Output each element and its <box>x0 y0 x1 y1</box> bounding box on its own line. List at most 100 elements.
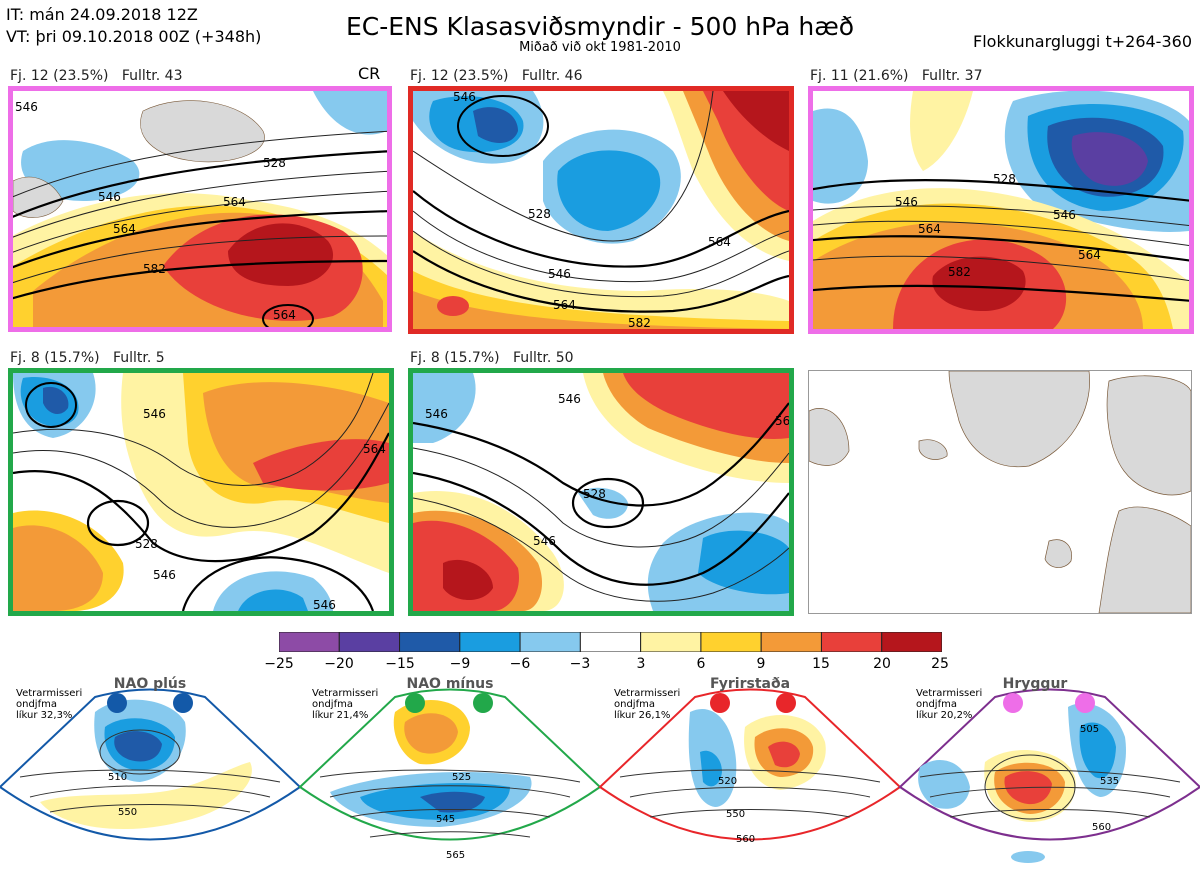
colorbar-tick: −25 <box>264 656 294 672</box>
regime-note-line: Vetrarmisseri <box>16 688 83 699</box>
colorbar-swatch <box>640 631 702 653</box>
colorbar-tick: 15 <box>812 656 830 672</box>
cluster-map-1: 546 528 546 564 564 582 564 <box>8 86 392 332</box>
colorbar-swatch <box>579 631 642 653</box>
contour-label: 546 <box>558 392 581 406</box>
panel-4-label: Fj. 8 (15.7%) Fulltr. 5 <box>10 350 165 366</box>
contour-label: 546 <box>548 267 571 281</box>
regime-nao-plus: 510 550 <box>0 688 302 841</box>
colorbar-tick: 6 <box>696 656 706 672</box>
regime-contour: 520 <box>718 776 737 787</box>
regime-note-line: líkur 20,2% <box>916 710 973 721</box>
colorbar-tick: −15 <box>385 656 415 672</box>
contour-label: 564 <box>553 298 576 312</box>
colorbar-swatch <box>338 631 401 653</box>
contour-label: 546 <box>895 195 918 209</box>
colorbar-tick: 3 <box>636 656 646 672</box>
contour-label: 546 <box>453 91 476 104</box>
regime-contour: 505 <box>1080 724 1099 735</box>
regime-note-line: líkur 26,1% <box>614 710 671 721</box>
regime-note-line: ondjfma <box>312 699 353 710</box>
colorbar-tick: −20 <box>324 656 354 672</box>
cluster-map-2: 528 546 564 546 564 582 <box>408 86 794 334</box>
regime-contour: 510 <box>108 772 127 783</box>
regime-note-line: Vetrarmisseri <box>614 688 681 699</box>
panel-3-label: Fj. 11 (21.6%) Fulltr. 37 <box>810 68 983 84</box>
contour-label: 546 <box>143 407 166 421</box>
contour-label: 528 <box>263 156 286 170</box>
regime-nao-minus: 525 545 565 <box>298 688 602 861</box>
page-subtitle: Miðað við okt 1981-2010 <box>519 40 681 55</box>
cluster-map-3: 528 546 564 546 564 582 <box>808 86 1194 334</box>
regime-note-nao-plus: Vetrarmisseri ondjfma líkur 32,3% <box>16 688 82 721</box>
regime-note-line: ondjfma <box>614 699 655 710</box>
colorbar-swatch <box>278 631 340 653</box>
colorbar-tick: −9 <box>449 656 471 672</box>
regime-contour: 565 <box>446 850 465 861</box>
contour-label: 546 <box>313 598 336 611</box>
initial-time: IT: mán 24.09.2018 12Z <box>6 5 198 24</box>
regime-contour: 535 <box>1100 776 1119 787</box>
regime-note-blocking: Vetrarmisseri ondjfma líkur 26,1% <box>614 688 680 721</box>
colorbar-swatch <box>700 631 762 653</box>
regime-note-line: ondjfma <box>916 699 957 710</box>
colorbar-swatch <box>399 631 461 653</box>
regime-note-nao-minus: Vetrarmisseri ondjfma líkur 21,4% <box>312 688 378 721</box>
regime-note-line: Vetrarmisseri <box>312 688 379 699</box>
colorbar <box>278 631 943 653</box>
regime-contour: 550 <box>726 809 745 820</box>
contour-label: 546 <box>1053 208 1076 222</box>
panel-2-label: Fj. 12 (23.5%) Fulltr. 46 <box>410 68 583 84</box>
empty-base-map <box>808 370 1192 614</box>
contour-label: 564 <box>113 222 136 236</box>
panel-5-label: Fj. 8 (15.7%) Fulltr. 50 <box>410 350 574 366</box>
contour-label: 546 <box>153 568 176 582</box>
contour-label: 56 <box>775 414 789 428</box>
page-title: EC-ENS Klasasviðsmyndir - 500 hPa hæð <box>345 12 855 41</box>
regime-blocking: 520 550 560 <box>598 688 902 845</box>
regime-title-nao-plus: NAO plús <box>113 676 187 692</box>
regime-legend: 510 550 525 545 565 <box>0 672 1200 871</box>
cluster-map-5: 546 528 546 546 56 <box>408 368 794 616</box>
regime-contour: 550 <box>118 807 137 818</box>
contour-label: 564 <box>1078 248 1101 262</box>
contour-label: 564 <box>363 442 386 456</box>
contour-label: 546 <box>533 534 556 548</box>
colorbar-swatch <box>519 631 581 653</box>
contour-label: 546 <box>98 190 121 204</box>
panel-1-tag: CR <box>358 64 381 83</box>
colorbar-tick: 25 <box>931 656 949 672</box>
regime-note-line: ondjfma <box>16 699 57 710</box>
contour-label: 582 <box>628 316 651 329</box>
contour-label: 546 <box>425 407 448 421</box>
contour-label: 564 <box>223 195 246 209</box>
regime-contour: 525 <box>452 772 471 783</box>
contour-label: 564 <box>273 308 296 322</box>
contour-label: 564 <box>918 222 941 236</box>
contour-label: 582 <box>143 262 166 276</box>
colorbar-swatch <box>881 631 943 653</box>
colorbar-tick: −3 <box>569 656 591 672</box>
header-times: IT: mán 24.09.2018 12Z VT: þri 09.10.201… <box>6 4 261 48</box>
regime-note-line: líkur 32,3% <box>16 710 73 721</box>
regime-contour: 560 <box>1092 822 1111 833</box>
contour-label: 528 <box>528 207 551 221</box>
cluster-map-4: 546 528 564 546 546 <box>8 368 394 616</box>
regime-title-ridge: Hryggur <box>1002 676 1068 692</box>
regime-contour: 560 <box>736 834 755 845</box>
classification-window: Flokkunargluggi t+264-360 <box>973 32 1192 51</box>
contour-label: 528 <box>583 487 606 501</box>
contour-label: 528 <box>993 172 1016 186</box>
panel-1-label: Fj. 12 (23.5%) Fulltr. 43 <box>10 68 183 84</box>
colorbar-tick: −6 <box>509 656 531 672</box>
regime-title-nao-minus: NAO mínus <box>406 676 494 692</box>
colorbar-tick: 9 <box>756 656 766 672</box>
colorbar-swatch <box>760 631 822 653</box>
colorbar-swatch <box>459 631 521 653</box>
regime-ridge: 505 535 560 <box>898 688 1200 863</box>
contour-label: 564 <box>708 235 731 249</box>
valid-time: VT: þri 09.10.2018 00Z (+348h) <box>6 27 262 46</box>
regime-note-ridge: Vetrarmisseri ondjfma líkur 20,2% <box>916 688 982 721</box>
regime-title-blocking: Fyrirstaða <box>709 676 791 692</box>
regime-contour: 545 <box>436 814 455 825</box>
